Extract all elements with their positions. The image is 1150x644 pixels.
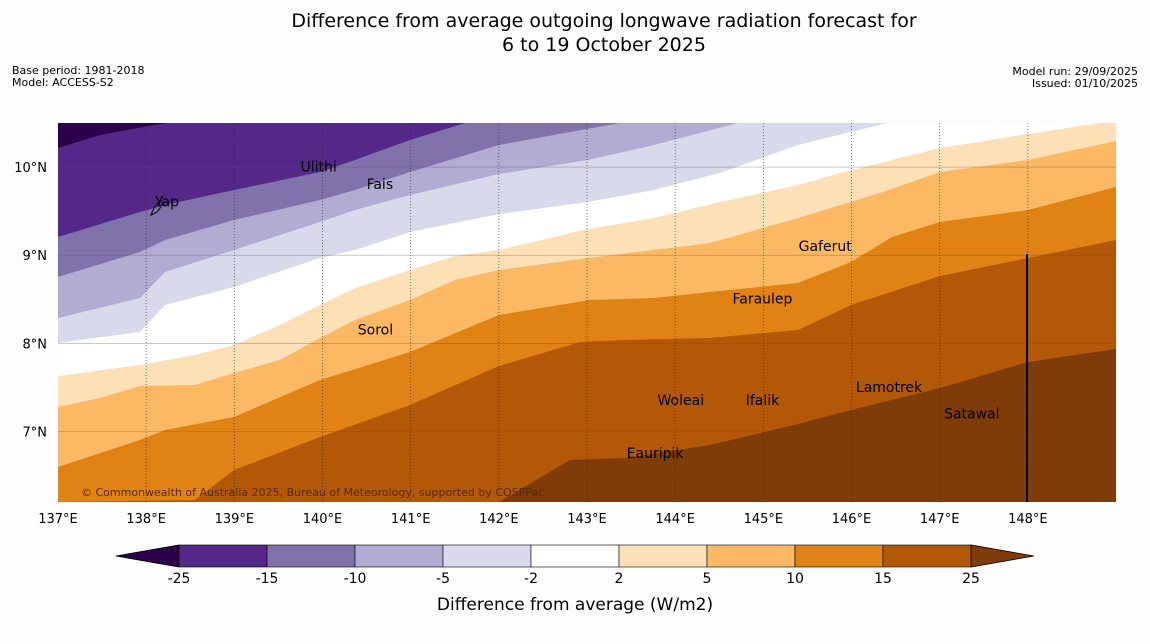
x-tick-label: 141°E (391, 512, 431, 527)
place-label: Gaferut (799, 239, 853, 255)
model-run: Model run: 29/09/2025 (1012, 65, 1138, 78)
axis-labels: 137°E 138°E 139°E 140°E 141°E 142°E 143°E 144°E… (14, 161, 1047, 527)
y-tick-label: 8°N (23, 337, 48, 352)
chart-title: Difference from average outgoing longwav… (0, 9, 1150, 57)
colorbar-segment (530, 544, 620, 568)
colorbar-segment (354, 544, 444, 568)
place-label: Eauripik (627, 446, 685, 462)
colorbar-segment (618, 544, 708, 568)
x-tick-label: 140°E (303, 512, 343, 527)
place-label: Sorol (358, 323, 393, 339)
x-tick-label: 146°E (832, 512, 872, 527)
place-label: Ulithi (300, 159, 336, 175)
colorbar-tick-label: -25 (168, 571, 191, 587)
chart-title-line2: 6 to 19 October 2025 (502, 34, 706, 56)
colorbar-tick-label: 10 (786, 571, 804, 587)
base-period: Base period: 1981-2018 (12, 64, 145, 77)
y-tick-label: 10°N (14, 161, 47, 176)
x-tick-label: 147°E (920, 512, 960, 527)
colorbar-tick-label: -2 (524, 571, 538, 587)
x-tick-label: 145°E (744, 512, 784, 527)
chart-title-line1: Difference from average outgoing longwav… (291, 10, 917, 32)
x-tick-label: 144°E (655, 512, 695, 527)
map-area: © Commonwealth of Australia 2025, Bureau… (58, 123, 1116, 502)
colorbar-segment (178, 544, 268, 568)
colorbar-extend-high (970, 544, 1035, 568)
x-tick-label: 148°E (1008, 512, 1048, 527)
x-tick-label: 137°E (38, 512, 78, 527)
y-tick-label: 7°N (23, 425, 48, 440)
y-tick-label: 9°N (23, 249, 48, 264)
x-tick-label: 138°E (126, 512, 166, 527)
x-tick-label: 139°E (215, 512, 255, 527)
place-label: Woleai (658, 393, 705, 409)
colorbar-segment (442, 544, 532, 568)
colorbar-tick-label: 25 (962, 571, 980, 587)
colorbar-extend-low (115, 544, 180, 568)
colorbar-label: Difference from average (W/m2) (437, 595, 713, 615)
place-label: Yap (154, 195, 179, 211)
colorbar-tick-label: -15 (256, 571, 279, 587)
colorbar-segment (882, 544, 972, 568)
colorbar-tick-label: 5 (703, 571, 712, 587)
band-minus25-to-minus15 (58, 123, 465, 237)
colorbar-segment (794, 544, 884, 568)
colorbar-segment (706, 544, 796, 568)
colorbar-tick-label: -10 (344, 571, 367, 587)
place-label: Lamotrek (856, 380, 923, 396)
colorbar-tick-label: 15 (874, 571, 892, 587)
yap-island-outline (149, 198, 164, 217)
meta-right: Model run: 29/09/2025 Issued: 01/10/2025 (1012, 66, 1138, 90)
place-label: Ifalik (746, 393, 780, 409)
colorbar-tick-label: 2 (615, 571, 624, 587)
colorbar-tick-label: -5 (436, 571, 450, 587)
place-label: Satawal (944, 406, 999, 422)
grid-lines (58, 123, 1116, 502)
place-label: Faraulep (732, 292, 792, 308)
place-label: Fais (367, 177, 394, 193)
meta-left: Base period: 1981-2018 Model: ACCESS-S2 (12, 65, 144, 89)
x-tick-label: 143°E (567, 512, 607, 527)
colorbar-segment (266, 544, 356, 568)
issued-date: Issued: 01/10/2025 (1031, 77, 1138, 90)
place-labels: Ulithi Fais Yap Gaferut Faraulep Sorol Woleai I… (154, 159, 1000, 461)
band-below-minus25 (58, 123, 165, 148)
map-copyright: © Commonwealth of Australia 2025, Bureau… (81, 486, 544, 499)
x-tick-label: 142°E (479, 512, 519, 527)
model-name: Model: ACCESS-S2 (12, 76, 114, 89)
